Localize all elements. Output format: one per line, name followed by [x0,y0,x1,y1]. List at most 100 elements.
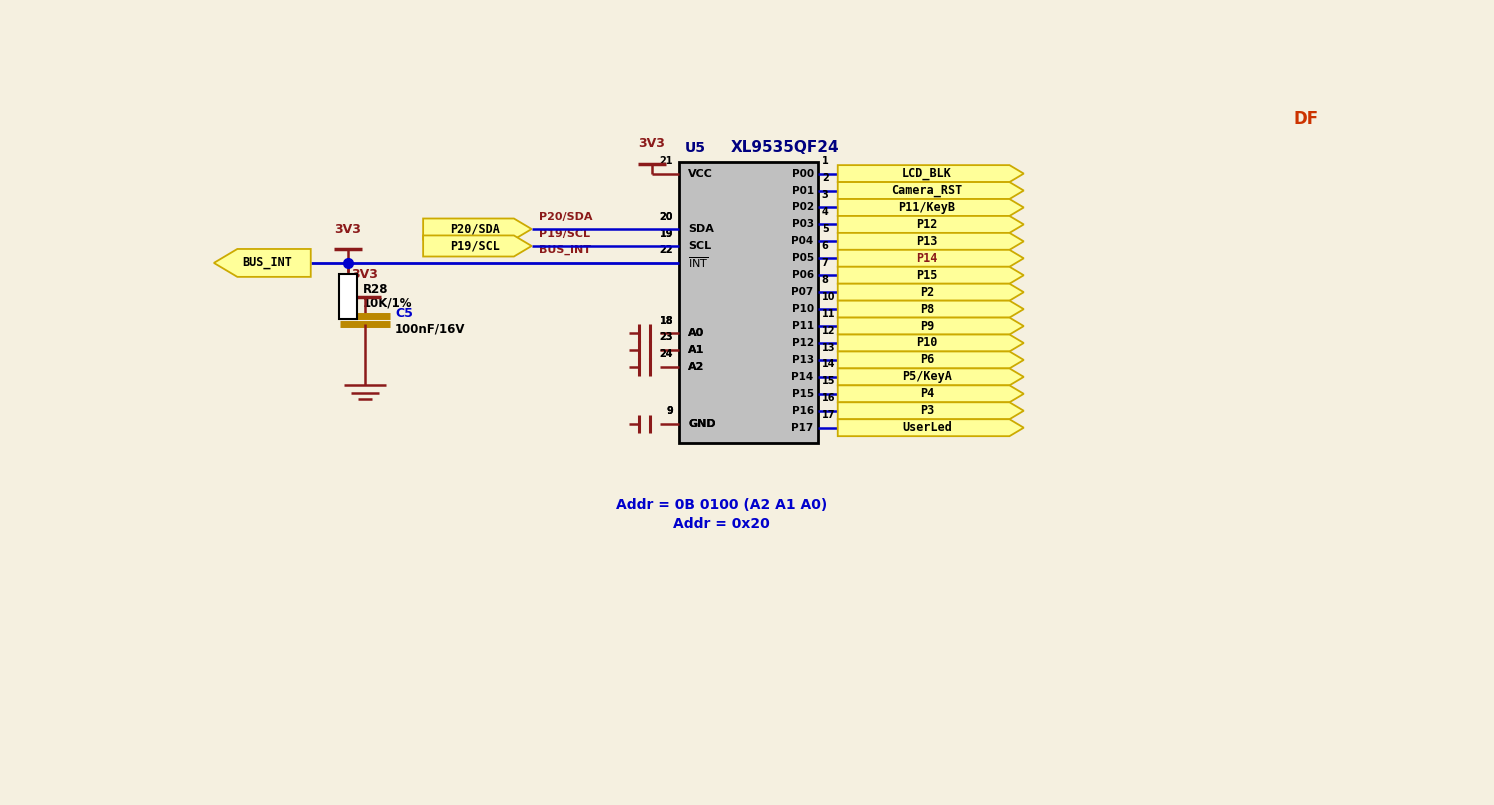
Polygon shape [838,419,1023,436]
Text: P14: P14 [792,372,814,382]
Text: 19: 19 [659,229,674,238]
Text: P12: P12 [916,218,938,231]
Text: 9: 9 [666,407,674,416]
Text: 18: 18 [659,316,674,325]
Text: 15: 15 [822,377,835,386]
Text: UserLed: UserLed [902,421,952,434]
Text: P15: P15 [792,389,814,398]
Text: DF: DF [1294,110,1318,129]
Text: P10: P10 [916,336,938,349]
Text: U5: U5 [684,141,705,155]
Polygon shape [838,216,1023,233]
Text: 24: 24 [659,349,674,359]
Text: P3: P3 [920,404,934,417]
Text: P14: P14 [916,252,938,265]
Text: A2: A2 [689,362,705,372]
Polygon shape [838,182,1023,199]
Text: P04: P04 [792,237,814,246]
Text: 8: 8 [822,275,829,285]
Text: $\overline{\mathrm{INT}}$: $\overline{\mathrm{INT}}$ [689,256,708,270]
Text: 19: 19 [659,229,674,238]
Text: A1: A1 [689,345,705,355]
Polygon shape [838,335,1023,352]
Text: A1: A1 [689,345,705,355]
Text: P05: P05 [792,254,814,263]
Text: P9: P9 [920,320,934,332]
Text: P11: P11 [792,321,814,331]
Text: Addr = 0x20: Addr = 0x20 [674,517,769,531]
Text: VCC: VCC [689,168,713,179]
Text: 7: 7 [822,258,829,268]
Text: 22: 22 [659,246,674,255]
Text: 12: 12 [822,325,835,336]
Polygon shape [838,165,1023,182]
Polygon shape [423,235,532,257]
Polygon shape [838,266,1023,283]
Text: P13: P13 [792,355,814,365]
Text: 6: 6 [822,241,829,251]
Text: P6: P6 [920,353,934,366]
Polygon shape [838,199,1023,216]
Text: LCD_BLK: LCD_BLK [902,167,952,180]
Text: 3V3: 3V3 [351,268,378,281]
Text: P5/KeyA: P5/KeyA [902,370,952,383]
Text: P4: P4 [920,387,934,400]
Text: P17: P17 [792,423,814,433]
Text: P03: P03 [792,220,814,229]
Text: Addr = 0B 0100 (A2 A1 A0): Addr = 0B 0100 (A2 A1 A0) [616,497,828,512]
Text: GND: GND [689,419,716,429]
Text: 23: 23 [659,332,674,342]
Text: P06: P06 [792,270,814,280]
Text: P00: P00 [792,168,814,179]
Text: P10: P10 [792,304,814,314]
Text: 14: 14 [822,360,835,369]
Text: 2: 2 [822,173,829,183]
Text: GND: GND [689,419,716,429]
Text: 23: 23 [659,332,674,342]
Text: 24: 24 [659,349,674,359]
Text: 10K/1%: 10K/1% [363,296,412,310]
Text: 100nF/16V: 100nF/16V [394,322,466,335]
Text: 18: 18 [659,316,674,325]
Text: A0: A0 [689,328,704,338]
Text: P19/SCL: P19/SCL [450,239,500,253]
Text: XL9535QF24: XL9535QF24 [731,139,840,155]
Text: 13: 13 [822,342,835,353]
Polygon shape [838,402,1023,419]
Text: 3V3: 3V3 [335,223,362,236]
Text: P20/SDA: P20/SDA [450,222,500,236]
Text: P07: P07 [792,287,814,297]
Text: 16: 16 [822,394,835,403]
Polygon shape [214,249,311,277]
Text: C5: C5 [394,308,412,320]
Text: 22: 22 [659,246,674,255]
Text: SDA: SDA [689,224,714,234]
Polygon shape [423,218,532,240]
Text: 3: 3 [822,190,829,200]
Text: P11/KeyB: P11/KeyB [898,201,956,214]
Bar [339,274,357,319]
Text: 1: 1 [822,156,829,166]
Text: SCL: SCL [689,241,711,251]
Text: 17: 17 [822,411,835,420]
Text: BUS_INT: BUS_INT [242,257,293,270]
Text: 21: 21 [659,156,674,166]
Text: A2: A2 [689,362,705,372]
Text: 11: 11 [822,308,835,319]
Text: 20: 20 [659,212,674,221]
Text: 4: 4 [822,207,829,217]
Polygon shape [838,318,1023,335]
Text: P8: P8 [920,303,934,316]
Text: 20: 20 [659,212,674,221]
Polygon shape [838,283,1023,300]
Text: A0: A0 [689,328,704,338]
Polygon shape [838,369,1023,386]
Text: P01: P01 [792,185,814,196]
Text: P02: P02 [792,203,814,213]
Text: BUS_INT: BUS_INT [539,246,592,255]
Text: P12: P12 [792,338,814,348]
Text: 5: 5 [822,224,829,234]
Polygon shape [838,250,1023,266]
Text: P20/SDA: P20/SDA [539,212,593,221]
Text: 3V3: 3V3 [638,137,665,150]
